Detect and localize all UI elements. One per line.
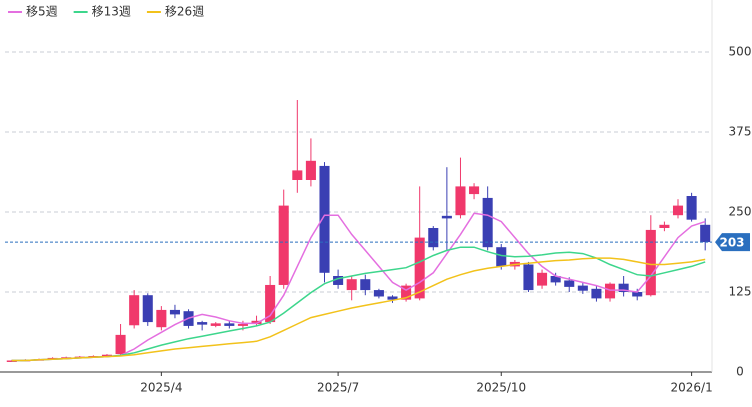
candle-body	[672, 205, 684, 216]
ma-line	[11, 246, 706, 362]
candle-body	[265, 284, 276, 323]
candle-body	[251, 320, 262, 324]
candle-body	[482, 197, 493, 248]
candle-body	[224, 323, 235, 326]
price-tag	[715, 233, 750, 252]
candle-body	[564, 280, 575, 287]
candle-body	[700, 224, 711, 243]
candle-body	[333, 276, 344, 285]
legend-label: 移13週	[92, 5, 131, 19]
ma-line	[11, 212, 706, 362]
candle-body	[686, 196, 697, 220]
candle-body	[591, 288, 602, 299]
candle-body	[319, 165, 330, 273]
x-tick-label: 2025/7	[317, 381, 359, 395]
candle-body	[373, 290, 384, 297]
candle-body	[346, 279, 357, 291]
candle-body	[523, 264, 534, 291]
candle-body	[278, 205, 289, 285]
y-tick-label: 125	[729, 285, 752, 299]
candle-body	[414, 237, 425, 299]
candle-body	[210, 323, 221, 326]
y-tick-label: 375	[729, 125, 752, 139]
candle-body	[577, 285, 588, 291]
y-tick-label: 0	[736, 365, 744, 379]
x-tick-label: 2025/4	[140, 381, 182, 395]
x-tick-label: 2025/10	[476, 381, 526, 395]
candle-body	[496, 247, 507, 267]
ma-line	[11, 257, 706, 362]
candle-body	[618, 283, 629, 292]
candle-body	[360, 279, 371, 291]
candle-body	[142, 295, 153, 323]
candle-body	[632, 292, 643, 297]
y-tick-label: 250	[729, 205, 752, 219]
candle-body	[645, 229, 656, 296]
candle-body	[428, 228, 439, 248]
candle-body	[305, 160, 316, 180]
candle-body	[537, 272, 548, 286]
price-tag-label: 203	[719, 236, 744, 250]
candle-body	[387, 296, 398, 300]
candle-body	[115, 334, 126, 355]
candle-body	[169, 309, 180, 315]
candle-body	[292, 170, 303, 180]
candle-body	[129, 295, 140, 326]
y-tick-label: 500	[729, 45, 752, 59]
candle-body	[659, 224, 670, 228]
candle-body	[455, 186, 466, 216]
candle-body	[469, 186, 480, 195]
x-tick-label: 2026/1	[670, 381, 712, 395]
candle-body	[237, 324, 248, 326]
candle-body	[604, 283, 616, 299]
candle-body	[441, 215, 452, 219]
candle-body	[6, 360, 17, 362]
candle-body	[156, 309, 167, 328]
candle-body	[197, 322, 208, 325]
candle-body	[550, 276, 561, 283]
legend-label: 移5週	[26, 5, 58, 19]
candle-body	[401, 285, 412, 300]
candle-body	[101, 354, 113, 357]
legend-label: 移26週	[165, 5, 204, 19]
